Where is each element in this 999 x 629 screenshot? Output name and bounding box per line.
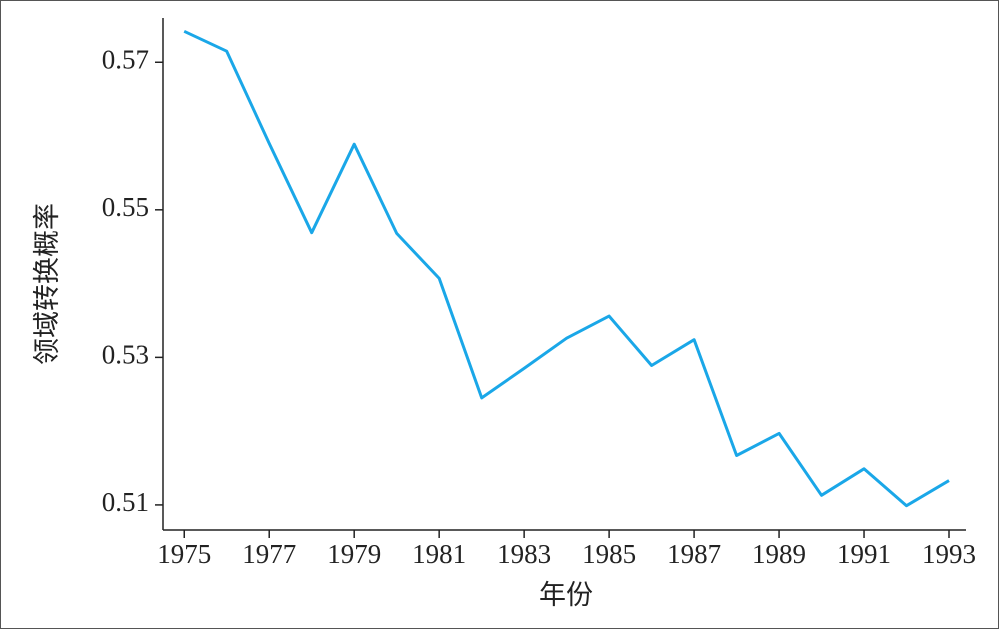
y-tick-label: 0.55 [102, 192, 149, 222]
x-axis-label: 年份 [539, 580, 593, 610]
x-tick-label: 1993 [922, 539, 976, 569]
x-tick-label: 1981 [412, 539, 466, 569]
x-tick-label: 1983 [497, 539, 551, 569]
y-axis-label: 领域转换概率 [32, 203, 62, 365]
x-tick-label: 1991 [837, 539, 891, 569]
x-tick-label: 1987 [667, 539, 721, 569]
x-tick-label: 1985 [582, 539, 636, 569]
line [183, 29, 950, 508]
x-tick-label: 1977 [242, 539, 296, 569]
x-tick-label: 1979 [327, 539, 381, 569]
y-tick-label: 0.53 [102, 340, 149, 370]
y-tick-label: 0.57 [102, 44, 149, 74]
y-tick-label: 0.51 [102, 487, 149, 517]
x-tick-label: 1975 [157, 539, 211, 569]
x-tick-label: 1989 [752, 539, 806, 569]
